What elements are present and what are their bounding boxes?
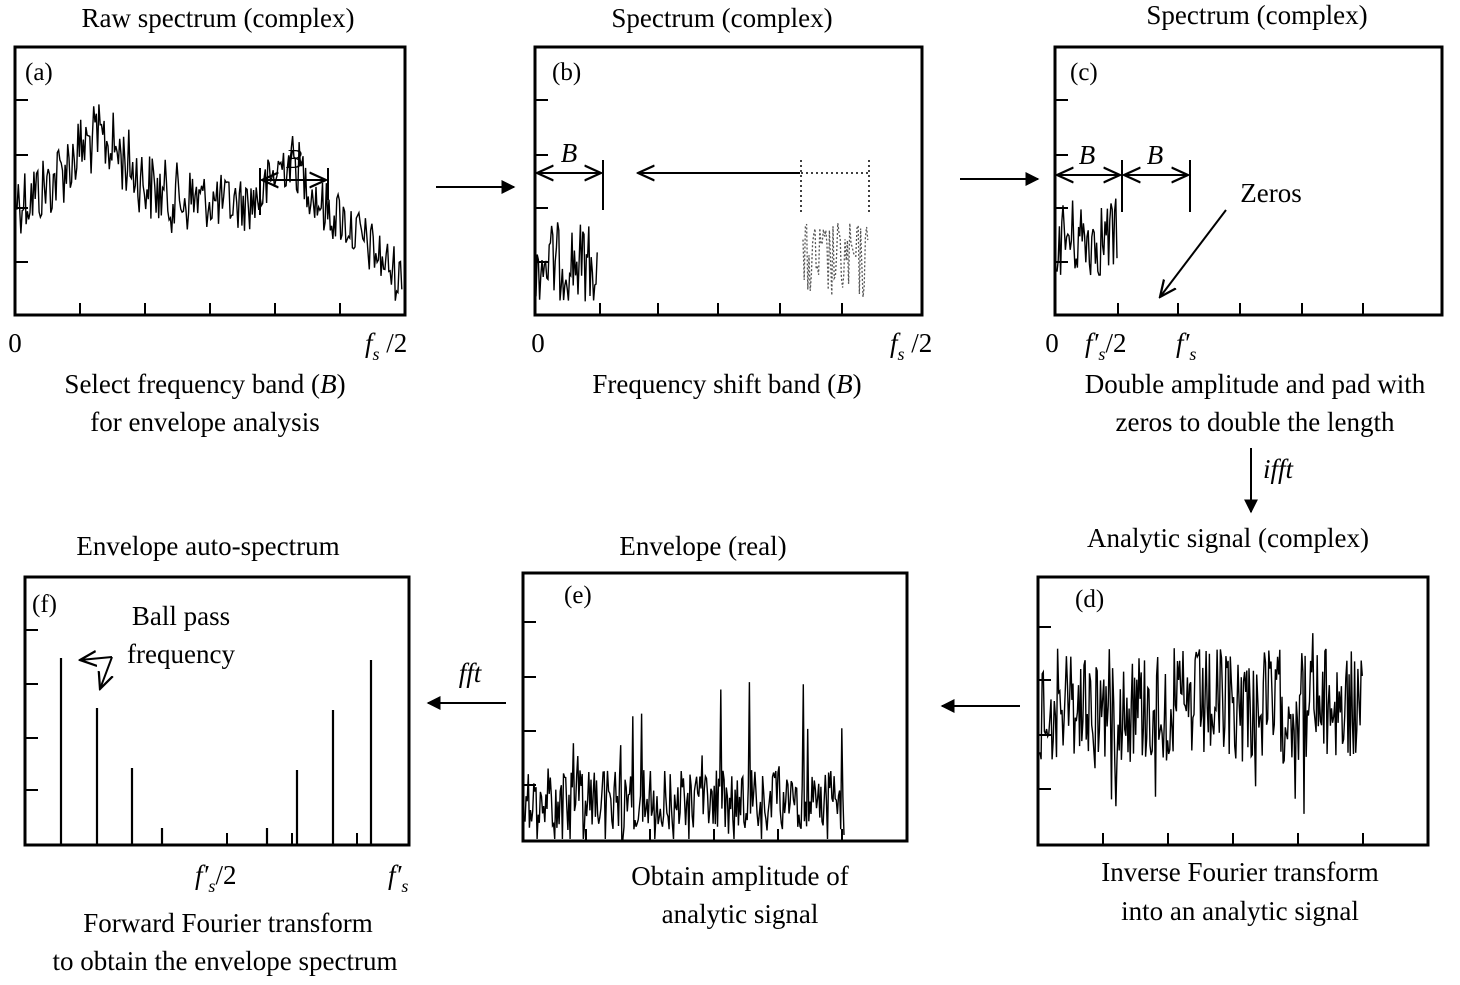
panel-d-title: Analytic signal (complex) (1087, 523, 1369, 553)
panel-b-original-band-trace (802, 223, 869, 298)
panel-c-tick-fs: f′s (1176, 328, 1196, 364)
panel-c-zeros-label: Zeros (1240, 178, 1301, 208)
panel-c-frame (1053, 45, 1444, 317)
panel-c-title: Spectrum (complex) (1146, 0, 1367, 30)
panel-d-caption-line1: Inverse Fourier transform (1101, 857, 1378, 887)
panel-b-band-marker: B (537, 138, 870, 212)
panel-d: Analytic signal (complex) (d) Inverse Fo… (1036, 523, 1430, 926)
panel-c-doubled-spectrum-trace (1056, 198, 1118, 276)
panel-b-title: Spectrum (complex) (611, 3, 832, 33)
panel-b-ticks (535, 99, 843, 315)
panel-c-tick-fs-half: f′s/2 (1085, 328, 1126, 364)
panel-e-label: (e) (564, 582, 592, 609)
panel-a-frame (13, 45, 407, 317)
panel-f-caption-line1: Forward Fourier transform (83, 908, 372, 938)
panel-d-label: (d) (1075, 586, 1104, 613)
panel-a-caption-line1: Select frequency band (B) (64, 369, 345, 399)
panel-a-tick-zero: 0 (8, 328, 22, 358)
panel-b-tick-fs-half: fs /2 (890, 328, 932, 364)
panel-b-tick-zero: 0 (531, 328, 545, 358)
panel-c-caption-line2: zeros to double the length (1116, 407, 1395, 437)
panel-e: Envelope (real) (e) Obtain amplitude of … (521, 531, 909, 929)
panel-d-analytic-signal-trace (1039, 633, 1363, 814)
panel-a: Raw spectrum (complex) (a) B 0 fs /2 Sel… (8, 3, 407, 437)
panel-e-envelope-trace (524, 682, 845, 840)
panel-c-band-markers: B B (1057, 140, 1191, 212)
panel-b-frame (533, 45, 924, 317)
panel-a-band-marker: B (259, 144, 329, 215)
panel-a-band-label: B (286, 144, 303, 174)
panel-f-spectral-lines (59, 658, 373, 845)
panel-a-raw-spectrum-trace (16, 104, 403, 301)
panel-a-tick-fs-half: fs /2 (365, 328, 407, 364)
panel-e-caption-line2: analytic signal (662, 899, 819, 929)
panel-c-tick-zero: 0 (1045, 328, 1059, 358)
panel-b-caption: Frequency shift band (B) (592, 369, 861, 399)
panel-f-tick-fs-half: f′s/2 (195, 860, 236, 896)
panel-c: Spectrum (complex) (c) B B Zeros 0 f′s/2… (1045, 0, 1444, 437)
panel-c-caption-line1: Double amplitude and pad with (1085, 369, 1426, 399)
panel-b-shifted-band-trace (535, 222, 598, 302)
panel-c-band-label-1: B (1079, 140, 1096, 170)
fft-label: fft (459, 658, 483, 688)
panel-a-caption-line2: for envelope analysis (90, 407, 319, 437)
panel-b: Spectrum (complex) (b) B 0 fs /2 Frequen (531, 3, 932, 399)
panel-b-band-label: B (561, 138, 578, 168)
panel-a-ticks (15, 99, 341, 315)
panel-c-ticks (1055, 99, 1364, 315)
panel-c-zeros-arrow (1160, 209, 1227, 297)
ifft-label: ifft (1263, 454, 1295, 484)
panel-d-frame (1036, 575, 1430, 847)
panel-e-ticks (523, 621, 843, 841)
panel-b-label: (b) (552, 59, 581, 86)
panel-f-title: Envelope auto-spectrum (76, 531, 339, 561)
panel-f-caption-line2: to obtain the envelope spectrum (53, 946, 398, 976)
panel-e-title: Envelope (real) (619, 531, 786, 561)
panel-f-annotation-line2: frequency (127, 639, 235, 669)
panel-c-label: (c) (1070, 59, 1098, 86)
panel-f-frame (23, 575, 411, 847)
panel-e-caption-line1: Obtain amplitude of (631, 861, 848, 891)
panel-a-label: (a) (25, 59, 53, 86)
panel-a-title: Raw spectrum (complex) (82, 3, 355, 33)
panel-f-annotation-arrows (80, 657, 112, 689)
panel-d-caption-line2: into an analytic signal (1121, 896, 1359, 926)
panel-f: Envelope auto-spectrum (f) Ball pass fre… (23, 531, 411, 976)
panel-f-tick-fs: f′s (388, 860, 408, 896)
panel-f-annotation-line1: Ball pass (132, 601, 230, 631)
panel-c-band-label-2: B (1147, 140, 1164, 170)
panel-f-label: (f) (32, 591, 57, 618)
